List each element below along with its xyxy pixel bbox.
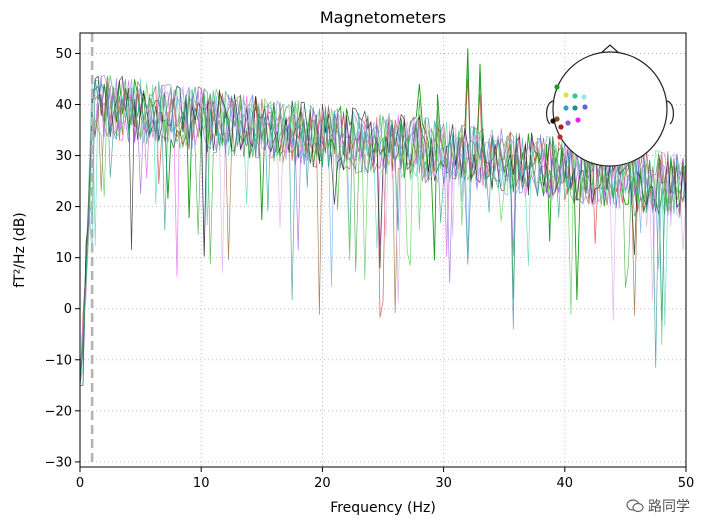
spectrum-series-line (79, 78, 687, 386)
watermark: 路同学 (626, 496, 690, 516)
sensor-dot (565, 120, 571, 126)
y-tick-label: 20 (55, 200, 72, 215)
sensor-dot (558, 124, 564, 130)
x-tick-label: 20 (314, 476, 331, 491)
x-axis-label: Frequency (Hz) (330, 500, 436, 516)
spectrum-series-line (79, 75, 687, 386)
watermark-text: 路同学 (648, 499, 690, 515)
y-axis-label: fT²/Hz (dB) (12, 212, 28, 288)
sensor-dot (563, 105, 569, 111)
sensor-dot (557, 134, 563, 140)
x-tick-label: 30 (435, 476, 452, 491)
head-right-ear-icon (666, 100, 674, 125)
x-tick-label: 50 (678, 476, 695, 491)
y-tick-label: −20 (45, 404, 72, 419)
wechat-icon (626, 499, 644, 513)
x-tick-label: 40 (557, 476, 574, 491)
sensor-dot (554, 84, 560, 90)
y-tick-label: 10 (55, 251, 72, 266)
sensor-dot (572, 105, 578, 111)
sensor-dot (563, 92, 569, 98)
spectrum-series-line (79, 78, 687, 382)
sensor-dot (554, 116, 560, 122)
y-tick-label: −10 (45, 353, 72, 368)
head-outline-icon (552, 51, 668, 167)
y-tick-label: 50 (55, 47, 72, 62)
spectra-series (79, 48, 687, 386)
head-nose-icon (599, 44, 621, 55)
plot-frame (79, 32, 687, 468)
chart-title: Magnetometers (320, 8, 446, 27)
sensor-dot (582, 104, 588, 110)
sensor-dot (572, 93, 578, 99)
sensor-dot (550, 118, 556, 124)
y-tick-label: 0 (64, 302, 72, 317)
y-tick-label: −30 (45, 455, 72, 470)
sensor-dot (581, 94, 587, 100)
y-tick-label: 40 (55, 98, 72, 113)
y-axis-ticks: −30 −20 −10 0 10 20 30 40 50 (45, 47, 80, 470)
sensor-dots (550, 84, 588, 140)
sensor-layout-inset (546, 44, 674, 167)
head-left-ear-icon (546, 100, 554, 125)
x-tick-label: 10 (193, 476, 210, 491)
sensor-dot (575, 117, 581, 123)
x-tick-label: 0 (76, 476, 84, 491)
y-tick-label: 30 (55, 149, 72, 164)
x-axis-ticks: 0 10 20 30 40 50 (76, 467, 694, 491)
